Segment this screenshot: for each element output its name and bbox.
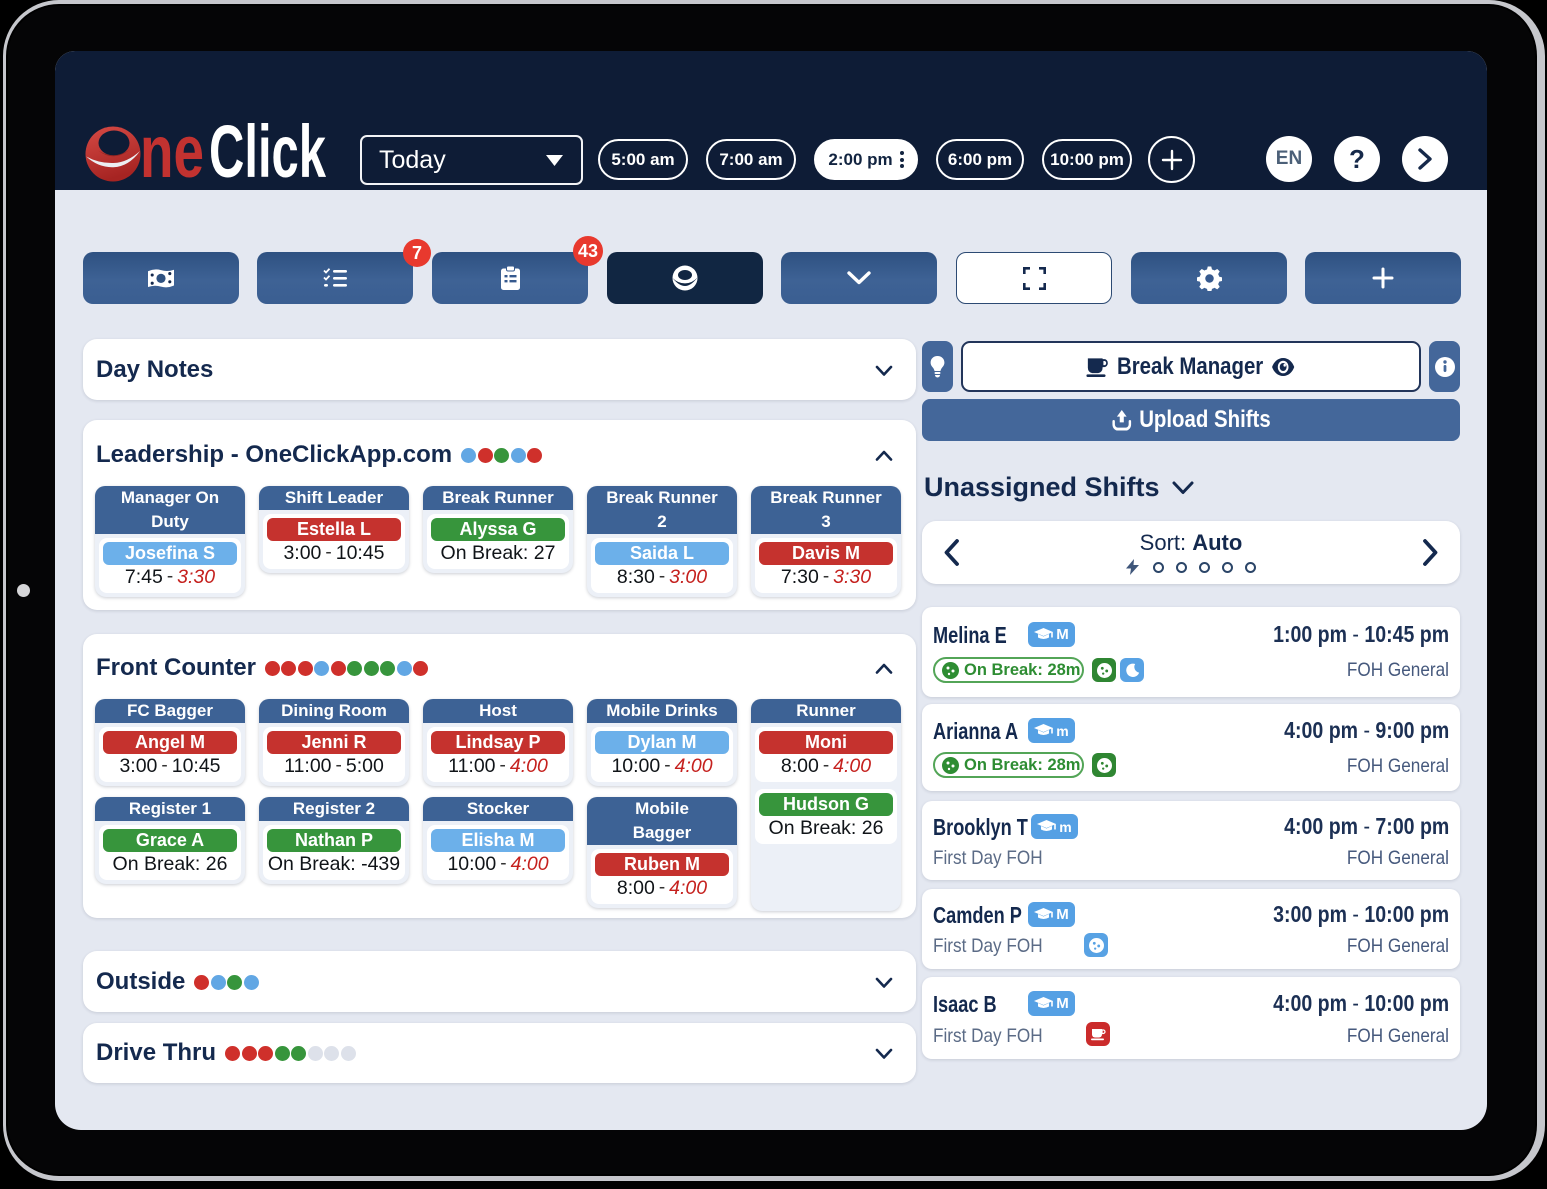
svg-text:ne: ne [140,111,204,183]
svg-text:Click: Click [209,111,327,183]
